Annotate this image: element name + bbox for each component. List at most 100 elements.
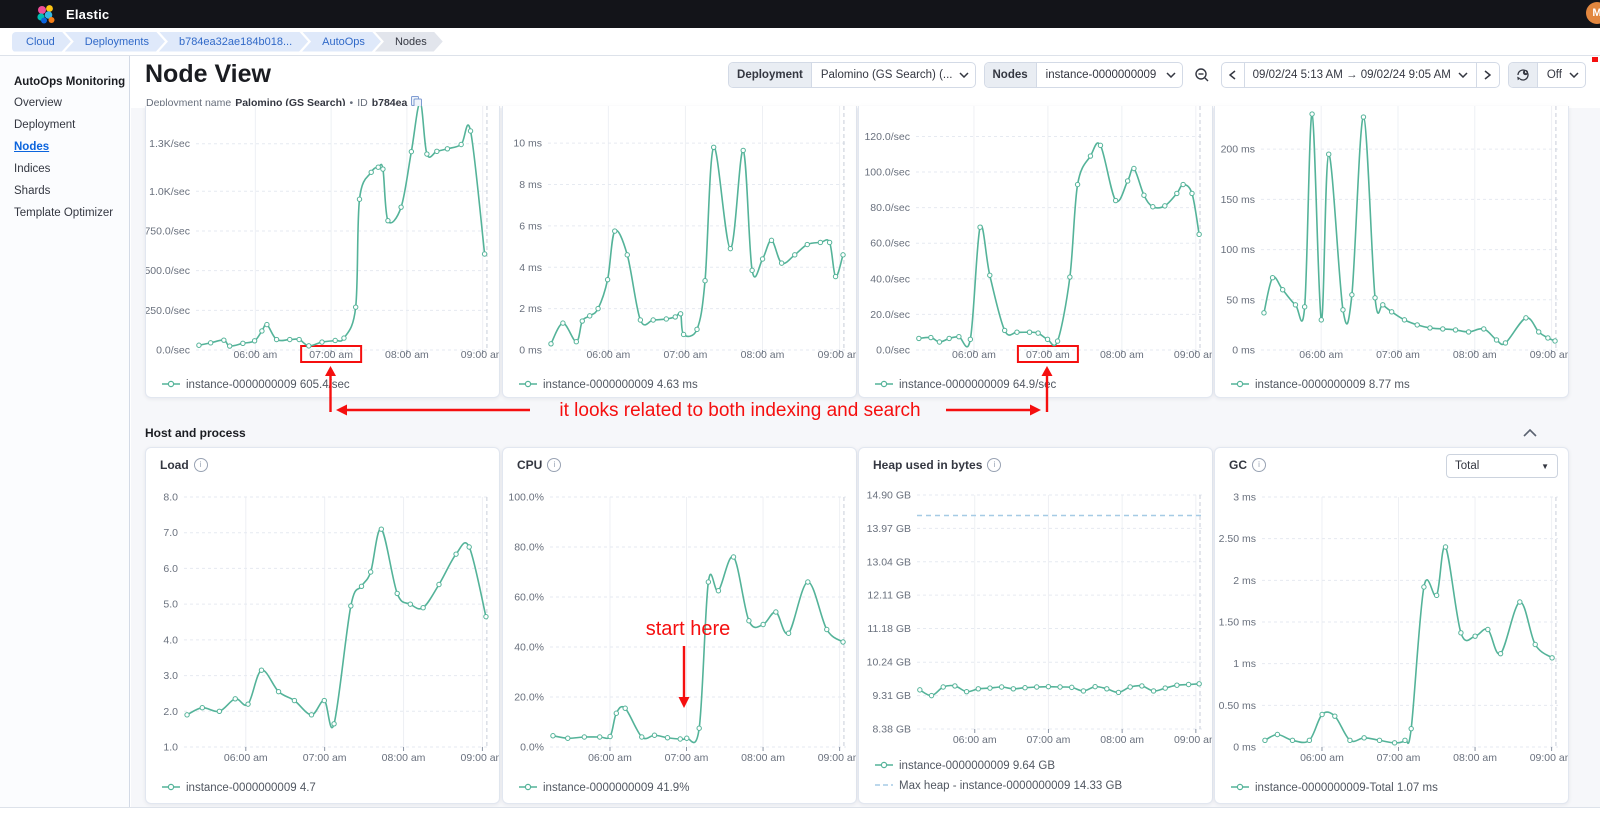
deployment-id: b784ea [371, 96, 408, 109]
legend-item[interactable]: instance-0000000009 605.4/sec [162, 379, 350, 391]
svg-text:06:00 am: 06:00 am [953, 734, 997, 746]
svg-text:0.0%: 0.0% [520, 742, 544, 754]
legend-item[interactable]: instance-0000000009 4.63 ms [519, 379, 698, 391]
chart-search-rate: 120.0/sec 100.0/sec 80.0/sec 60.0/sec 40.0/s… [864, 106, 1212, 391]
refresh-clock-icon[interactable] [1508, 63, 1538, 87]
svg-text:08:00 am: 08:00 am [385, 349, 429, 361]
time-prev-button[interactable] [1222, 63, 1244, 87]
svg-text:instance-0000000009 64.9/sec: instance-0000000009 64.9/sec [899, 379, 1057, 391]
breadcrumb-autoops[interactable]: AutoOps [302, 32, 381, 52]
svg-text:5.0: 5.0 [163, 599, 178, 611]
deployment-select[interactable]: Deployment Palomino (GS Search) (... [728, 62, 976, 88]
subtitle-prefix: Deployment name [146, 96, 232, 109]
sidebar-item-nodes[interactable]: Nodes [14, 141, 50, 153]
sidebar-item-shards[interactable]: Shards [14, 185, 51, 197]
chart-card-gc: GC i Total ▼ 3 ms 2.50 ms 2 ms 1.50 ms 1 ms 0.50 … [1214, 447, 1569, 804]
svg-text:4.0: 4.0 [163, 634, 178, 646]
svg-text:0 ms: 0 ms [1232, 345, 1255, 357]
breadcrumb-deployment-id[interactable]: b784ea32ae184b018... [159, 32, 308, 52]
chart-title-cpu: CPU i [517, 458, 562, 472]
svg-text:1.50 ms: 1.50 ms [1219, 617, 1256, 629]
svg-text:07:00 am: 07:00 am [664, 349, 708, 361]
nodes-select[interactable]: Nodes instance-0000000009 [983, 62, 1183, 88]
gc-aggregation-select[interactable]: Total ▼ [1446, 454, 1558, 478]
chevron-down-icon [1166, 72, 1176, 78]
deployment-select-value: Palomino (GS Search) (... [820, 69, 953, 81]
refresh-interval-value: Off [1546, 69, 1562, 81]
legend-item[interactable]: Max heap - instance-0000000009 14.33 GB [875, 780, 1122, 792]
collapse-section-icon[interactable] [1523, 429, 1537, 437]
svg-text:Max heap - instance-0000000009: Max heap - instance-0000000009 14.33 GB [899, 780, 1122, 792]
sidebar-item-template-optimizer[interactable]: Template Optimizer [14, 207, 114, 219]
svg-text:08:00 am: 08:00 am [741, 752, 785, 764]
svg-text:7.0: 7.0 [163, 527, 178, 539]
info-icon[interactable]: i [987, 458, 1002, 472]
svg-text:750.0/sec: 750.0/sec [146, 225, 190, 237]
sidebar-item-indices[interactable]: Indices [14, 163, 51, 175]
svg-text:0.50 ms: 0.50 ms [1219, 700, 1256, 712]
time-range-picker: 09/02/24 5:13 AM → 09/02/24 9:05 AM [1220, 62, 1500, 88]
header-controls: Deployment Palomino (GS Search) (... Nod… [728, 62, 1586, 88]
legend-item[interactable]: instance-0000000009 8.77 ms [1231, 379, 1410, 391]
svg-text:07:00 am: 07:00 am [665, 752, 709, 764]
time-range-button[interactable]: 09/02/24 5:13 AM → 09/02/24 9:05 AM [1243, 63, 1476, 87]
svg-text:09:00 am: 09:00 am [1174, 349, 1212, 361]
breadcrumb-nodes: Nodes [375, 32, 443, 52]
svg-text:07:00 am: 07:00 am [303, 752, 347, 764]
time-next-button[interactable] [1475, 63, 1499, 87]
svg-text:06:00 am: 06:00 am [1299, 349, 1343, 361]
svg-text:14.90 GB: 14.90 GB [867, 490, 911, 502]
svg-text:12.11 GB: 12.11 GB [867, 590, 911, 602]
svg-text:instance-0000000009 4.7: instance-0000000009 4.7 [186, 782, 316, 794]
breadcrumb-cloud[interactable]: Cloud [12, 32, 71, 52]
info-icon[interactable]: i [547, 458, 562, 472]
zoom-out-button[interactable] [1191, 63, 1213, 87]
page-title: Node View [145, 60, 271, 88]
svg-text:8 ms: 8 ms [519, 179, 542, 191]
legend-item[interactable]: instance-0000000009 64.9/sec [875, 379, 1057, 391]
svg-text:2 ms: 2 ms [1233, 575, 1256, 587]
svg-text:150 ms: 150 ms [1221, 194, 1255, 206]
breadcrumb-deployments[interactable]: Deployments [65, 32, 165, 52]
breadcrumb: Cloud Deployments b784ea32ae184b018... A… [0, 28, 1600, 56]
sidebar-item-overview[interactable]: Overview [14, 97, 62, 109]
svg-text:09:00 am: 09:00 am [1530, 349, 1568, 361]
info-icon[interactable]: i [193, 458, 208, 472]
svg-text:instance-0000000009 41.9%: instance-0000000009 41.9% [543, 782, 689, 794]
time-range-value: 09/02/24 5:13 AM → 09/02/24 9:05 AM [1252, 69, 1451, 81]
svg-text:08:00 am: 08:00 am [1100, 734, 1144, 746]
svg-text:instance-0000000009-Total 1.07: instance-0000000009-Total 1.07 ms [1255, 782, 1438, 794]
svg-text:50 ms: 50 ms [1226, 294, 1255, 306]
legend-item[interactable]: instance-0000000009 4.7 [162, 782, 316, 794]
svg-text:08:00 am: 08:00 am [1453, 752, 1497, 764]
svg-text:09:00 am: 09:00 am [818, 349, 856, 361]
chart-card-search-latency: 200 ms 150 ms 100 ms 50 ms 0 ms 06:00 am 07:00… [1214, 106, 1569, 398]
svg-text:4 ms: 4 ms [519, 262, 542, 274]
chart-title-gc: GC i [1229, 458, 1266, 472]
svg-text:09:00 am: 09:00 am [818, 752, 856, 764]
svg-text:0 ms: 0 ms [519, 345, 542, 357]
refresh-interval-button[interactable]: Off [1538, 69, 1585, 81]
user-avatar[interactable]: M [1586, 2, 1600, 24]
chart-index-latency: 10 ms 8 ms 6 ms 4 ms 2 ms 0 ms 06:00 am 07:00 a… [513, 106, 856, 391]
svg-text:80.0/sec: 80.0/sec [870, 202, 910, 214]
svg-text:200 ms: 200 ms [1221, 144, 1255, 156]
legend-item[interactable]: instance-0000000009 41.9% [519, 782, 689, 794]
svg-text:13.97 GB: 13.97 GB [867, 523, 911, 535]
section-title: Host and process [145, 426, 246, 440]
svg-text:06:00 am: 06:00 am [1300, 752, 1344, 764]
chart-card-search-rate: 120.0/sec 100.0/sec 80.0/sec 60.0/sec 40.0/s… [858, 106, 1213, 398]
chart-title-heap: Heap used in bytes i [873, 458, 1002, 472]
svg-text:0.0/sec: 0.0/sec [876, 345, 910, 357]
svg-text:13.04 GB: 13.04 GB [867, 556, 911, 568]
legend-item[interactable]: instance-0000000009-Total 1.07 ms [1231, 782, 1438, 794]
svg-text:06:00 am: 06:00 am [588, 752, 632, 764]
chevron-down-icon [1569, 72, 1579, 78]
svg-text:instance-0000000009 8.77 ms: instance-0000000009 8.77 ms [1255, 379, 1410, 391]
info-icon[interactable]: i [1252, 458, 1266, 472]
sidebar-item-deployment[interactable]: Deployment [14, 119, 76, 131]
id-label: ID [357, 96, 368, 109]
legend-item[interactable]: instance-0000000009 9.64 GB [875, 760, 1055, 772]
svg-text:09:00 am: 09:00 am [461, 752, 499, 764]
